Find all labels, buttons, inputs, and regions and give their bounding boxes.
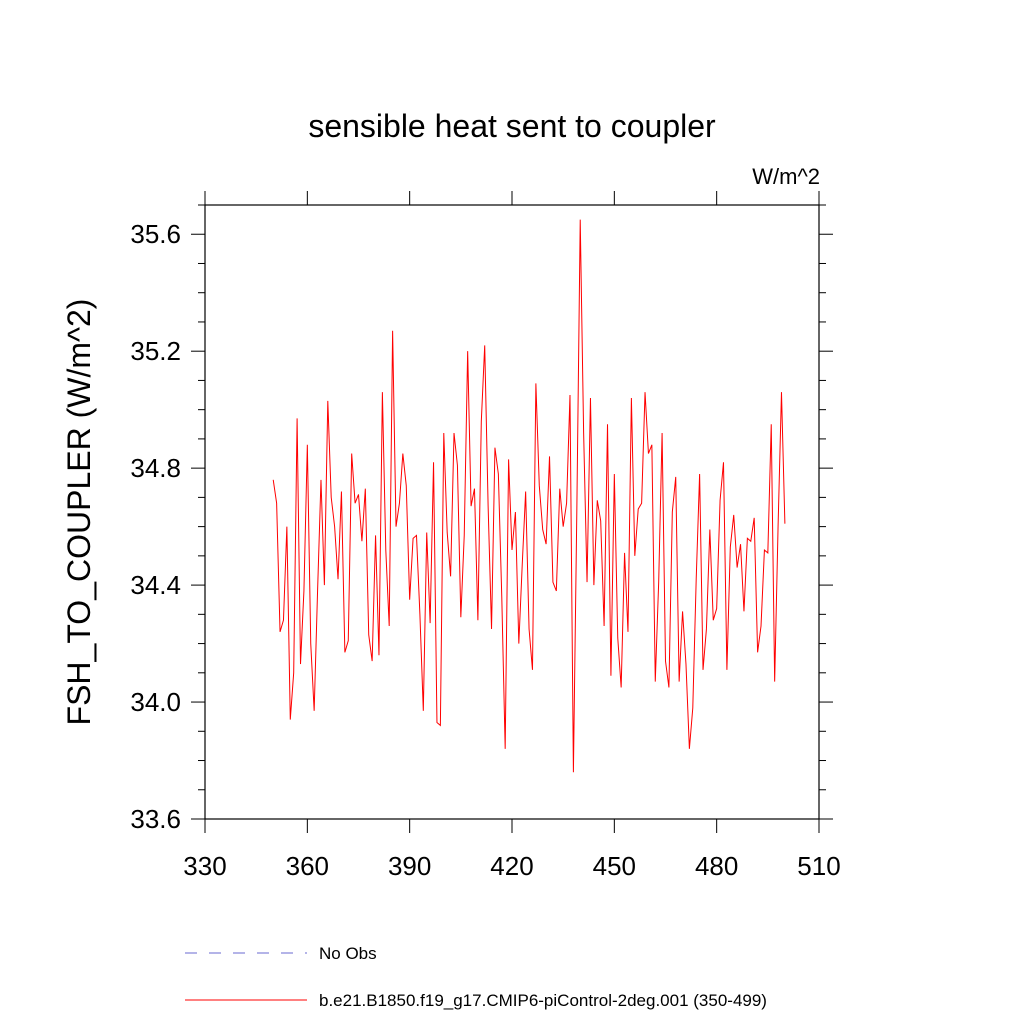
y-tick-label: 33.6 xyxy=(130,804,181,834)
y-tick-label: 35.2 xyxy=(130,336,181,366)
x-tick-label: 480 xyxy=(695,851,738,881)
series-layer xyxy=(272,219,786,773)
series-line xyxy=(272,219,786,773)
legend: No Obs b.e21.B1850.f19_g17.CMIP6-piContr… xyxy=(185,944,767,1010)
y-tick-label: 34.0 xyxy=(130,687,181,717)
plot-frame xyxy=(204,204,820,820)
units-label: W/m^2 xyxy=(752,164,820,189)
y-tick-label: 34.8 xyxy=(130,453,181,483)
legend-label-no-obs: No Obs xyxy=(319,944,377,963)
x-tick-label: 390 xyxy=(388,851,431,881)
chart-title: sensible heat sent to coupler xyxy=(308,108,716,144)
x-tick-label: 330 xyxy=(183,851,226,881)
x-tick-label: 450 xyxy=(593,851,636,881)
x-tick-label: 510 xyxy=(797,851,840,881)
y-tick-label: 35.6 xyxy=(130,219,181,249)
y-tick-label: 34.4 xyxy=(130,570,181,600)
legend-label-model: b.e21.B1850.f19_g17.CMIP6-piControl-2deg… xyxy=(319,991,767,1010)
y-axis-label: FSH_TO_COUPLER (W/m^2) xyxy=(61,299,97,726)
axis-ticks xyxy=(191,191,833,833)
axis-tick-labels: 330 360 390 420 450 480 510 33.6 34.0 34.4 34.8 35.… xyxy=(130,219,840,881)
x-tick-label: 360 xyxy=(286,851,329,881)
x-tick-label: 420 xyxy=(490,851,533,881)
